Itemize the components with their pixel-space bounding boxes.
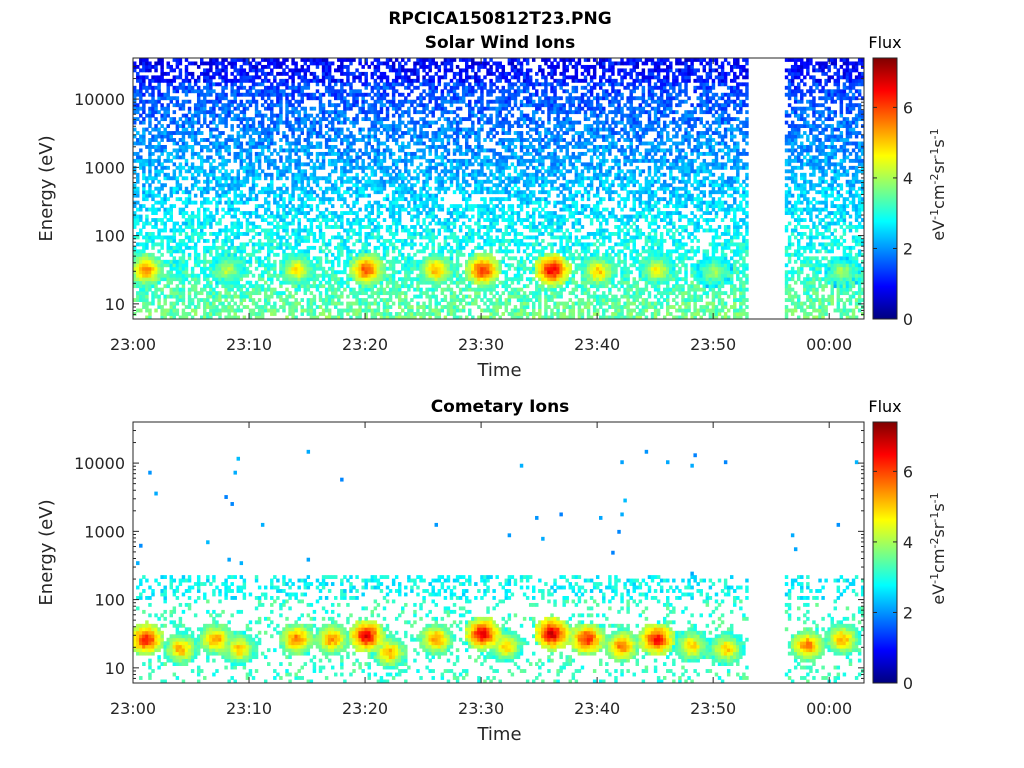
solar-wind-panel: Solar Wind Ions 23:00 23:10 23:20 23:30 23:40… xyxy=(36,33,948,381)
colorbar-title: Flux xyxy=(868,33,901,52)
colorbar-tick-label: 4 xyxy=(903,169,913,188)
plot-frame xyxy=(132,57,865,320)
y-tick-label: 10 xyxy=(105,295,125,314)
x-tick-label: 23:00 xyxy=(110,699,156,718)
x-tick-label: 00:00 xyxy=(806,699,852,718)
x-tick-label: 00:00 xyxy=(806,335,852,354)
y-tick-label: 10 xyxy=(105,659,125,678)
colorbar-tick-label: 6 xyxy=(903,98,913,117)
colorbar xyxy=(872,57,898,320)
heatmap-cells xyxy=(133,58,864,319)
x-tick-label: 23:40 xyxy=(574,699,620,718)
y-axis-label: Energy (eV) xyxy=(36,135,57,241)
panel-title: Cometary Ions xyxy=(431,397,570,417)
x-axis-label: Time xyxy=(476,360,521,381)
y-tick-label: 100 xyxy=(94,227,125,246)
colorbar-tick-label: 0 xyxy=(903,310,913,329)
x-tick-label: 23:50 xyxy=(690,699,736,718)
colorbar-title: Flux xyxy=(868,397,901,416)
x-tick-label: 23:20 xyxy=(342,335,388,354)
x-tick-label: 23:30 xyxy=(458,335,504,354)
y-tick-label: 1000 xyxy=(84,522,125,541)
colorbar-tick-label: 2 xyxy=(903,603,913,622)
colorbar-tick-label: 4 xyxy=(903,533,913,552)
figure-title: RPCICA150812T23.PNG xyxy=(388,9,611,29)
heatmap-cells xyxy=(133,449,864,683)
y-tick-label: 100 xyxy=(94,591,125,610)
y-tick-label: 10000 xyxy=(74,90,125,109)
y-tick-label: 1000 xyxy=(84,158,125,177)
x-tick-label: 23:20 xyxy=(342,699,388,718)
colorbar xyxy=(872,421,898,684)
panel-title: Solar Wind Ions xyxy=(425,33,576,53)
plot-frame xyxy=(132,421,865,684)
colorbar-tick-label: 6 xyxy=(903,462,913,481)
y-tick-label: 10000 xyxy=(74,454,125,473)
x-tick-label: 23:30 xyxy=(458,699,504,718)
x-tick-label: 23:10 xyxy=(226,335,272,354)
y-axis-label: Energy (eV) xyxy=(36,499,57,605)
cometary-panel: Cometary Ions 23:00 23:10 23:20 23:30 23:40 23… xyxy=(36,397,948,745)
x-tick-label: 23:50 xyxy=(690,335,736,354)
x-tick-label: 23:00 xyxy=(110,335,156,354)
colorbar-label: eV-1cm-2sr-1s-1 xyxy=(928,492,949,604)
x-tick-label: 23:40 xyxy=(574,335,620,354)
panels: Solar Wind Ions 23:00 23:10 23:20 23:30 23:40… xyxy=(36,33,948,745)
colorbar-tick-label: 2 xyxy=(903,239,913,258)
x-axis-label: Time xyxy=(476,724,521,745)
colorbar-label: eV-1cm-2sr-1s-1 xyxy=(928,128,949,240)
colorbar-tick-label: 0 xyxy=(903,674,913,693)
x-tick-label: 23:10 xyxy=(226,699,272,718)
